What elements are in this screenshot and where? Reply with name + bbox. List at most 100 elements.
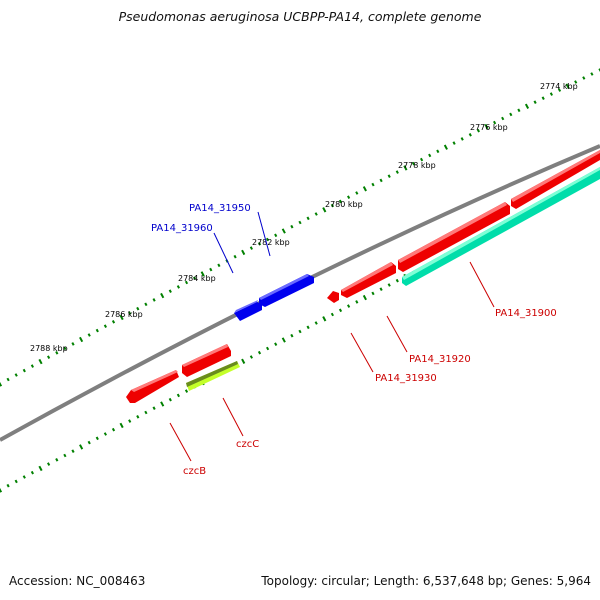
outer-tick bbox=[411, 161, 416, 166]
outer-tick bbox=[233, 254, 237, 259]
outer-tick bbox=[476, 128, 480, 133]
inner-tick bbox=[379, 287, 383, 291]
gene-PA14_31910[interactable] bbox=[398, 202, 510, 272]
outer-tick bbox=[217, 263, 221, 268]
inner-tick bbox=[168, 397, 172, 402]
inner-tick bbox=[347, 304, 351, 308]
outer-tick bbox=[355, 191, 359, 195]
genome-backbone bbox=[0, 144, 600, 442]
inner-tick bbox=[144, 410, 148, 415]
outer-tick bbox=[281, 228, 286, 234]
gene-PA14_31930-a[interactable] bbox=[182, 344, 231, 377]
outer-tick bbox=[184, 280, 189, 285]
outer-tick bbox=[379, 178, 383, 183]
inner-tick bbox=[152, 406, 156, 410]
outer-tick bbox=[565, 83, 570, 89]
outer-tick bbox=[338, 199, 343, 204]
kbp-labels: 2774 kbp 2776 kbp 2778 kbp 2780 kbp 2782… bbox=[30, 82, 578, 353]
gene-czcB-top bbox=[131, 370, 178, 392]
gene-PA14_31910-top bbox=[398, 202, 507, 263]
gene-czcB[interactable] bbox=[126, 370, 179, 403]
outer-tick bbox=[428, 153, 432, 158]
outer-tick bbox=[136, 306, 140, 311]
gene-PA14_31960[interactable] bbox=[234, 302, 262, 321]
kbp-label-2784: 2784 kbp bbox=[178, 274, 216, 283]
gene-PA14_31950[interactable] bbox=[259, 274, 314, 307]
forward-genes bbox=[234, 274, 314, 321]
leader-PA14_31900 bbox=[469, 261, 495, 308]
outer-tick bbox=[144, 302, 148, 307]
label-PA14_31950: PA14_31950 bbox=[189, 203, 251, 214]
leader-PA14_31950 bbox=[257, 211, 271, 257]
outer-tick bbox=[371, 182, 375, 187]
inner-tick bbox=[387, 283, 391, 287]
gene-PA14_31930-a-top bbox=[182, 344, 228, 367]
outer-tick bbox=[582, 76, 586, 80]
outer-tick bbox=[176, 285, 180, 289]
outer-tick bbox=[347, 195, 351, 199]
outer-tick bbox=[209, 267, 213, 272]
leader-lines bbox=[169, 211, 495, 462]
inner-tick bbox=[128, 419, 132, 423]
outer-tick bbox=[55, 351, 59, 355]
inner-tick bbox=[55, 458, 59, 462]
gene-czcC-top bbox=[186, 361, 238, 387]
inner-tick bbox=[103, 432, 107, 436]
gene-PA14_31920-top bbox=[341, 262, 393, 292]
map-title: Pseudomonas aeruginosa UCBPP-PA14, compl… bbox=[118, 9, 482, 24]
kbp-label-2774: 2774 kbp bbox=[540, 82, 578, 91]
inner-tick bbox=[314, 321, 318, 325]
inner-tick bbox=[160, 401, 165, 407]
outer-tick bbox=[306, 216, 310, 221]
outer-tick bbox=[517, 108, 521, 113]
outer-tick bbox=[387, 174, 391, 178]
inner-tick bbox=[290, 333, 294, 338]
outer-tick bbox=[549, 92, 553, 96]
label-PA14_31930: PA14_31930 bbox=[375, 373, 437, 384]
inner-tick bbox=[338, 308, 343, 313]
outer-tick bbox=[152, 298, 156, 302]
outer-tick bbox=[30, 364, 34, 368]
inner-tick bbox=[119, 422, 124, 429]
outer-tick bbox=[0, 381, 3, 387]
gene-PA14_31920[interactable] bbox=[341, 262, 396, 298]
gene-czcC-group bbox=[186, 361, 240, 391]
inner-tick bbox=[371, 291, 375, 296]
outer-tick bbox=[22, 368, 26, 373]
kbp-label-2788: 2788 kbp bbox=[30, 344, 68, 353]
outer-tick bbox=[241, 249, 246, 256]
inner-tick bbox=[306, 325, 310, 330]
inner-tick bbox=[95, 436, 99, 441]
outer-tick bbox=[420, 157, 424, 162]
label-PA14_31900: PA14_31900 bbox=[495, 308, 557, 319]
outer-tick bbox=[119, 314, 124, 321]
outer-tick bbox=[160, 292, 165, 299]
outer-tick bbox=[38, 358, 43, 365]
outer-tick bbox=[63, 346, 67, 351]
outer-tick bbox=[87, 333, 91, 337]
inner-tick bbox=[184, 389, 189, 393]
outer-tick bbox=[598, 68, 600, 72]
outer-tick bbox=[103, 324, 107, 328]
inner-tick bbox=[395, 278, 399, 283]
outer-tick bbox=[574, 80, 578, 84]
outer-tick bbox=[443, 144, 448, 150]
gene-PA14_31950-top bbox=[259, 274, 309, 300]
gene-PA14_31930[interactable] bbox=[327, 291, 339, 303]
outer-tick bbox=[322, 207, 327, 213]
outer-tick bbox=[274, 233, 278, 238]
inner-tick bbox=[281, 337, 286, 343]
outer-tick bbox=[509, 112, 513, 117]
outer-tick bbox=[524, 103, 530, 109]
label-PA14_31960: PA14_31960 bbox=[151, 223, 213, 234]
leader-PA14_31930 bbox=[350, 332, 374, 373]
outer-tick bbox=[436, 149, 440, 154]
inner-tick bbox=[38, 465, 43, 472]
inner-tick bbox=[330, 312, 334, 317]
gene-PA14_31960-top bbox=[234, 300, 258, 313]
outer-tick bbox=[395, 170, 399, 174]
inner-tick bbox=[362, 294, 367, 301]
label-czcB: czcB bbox=[183, 466, 206, 477]
